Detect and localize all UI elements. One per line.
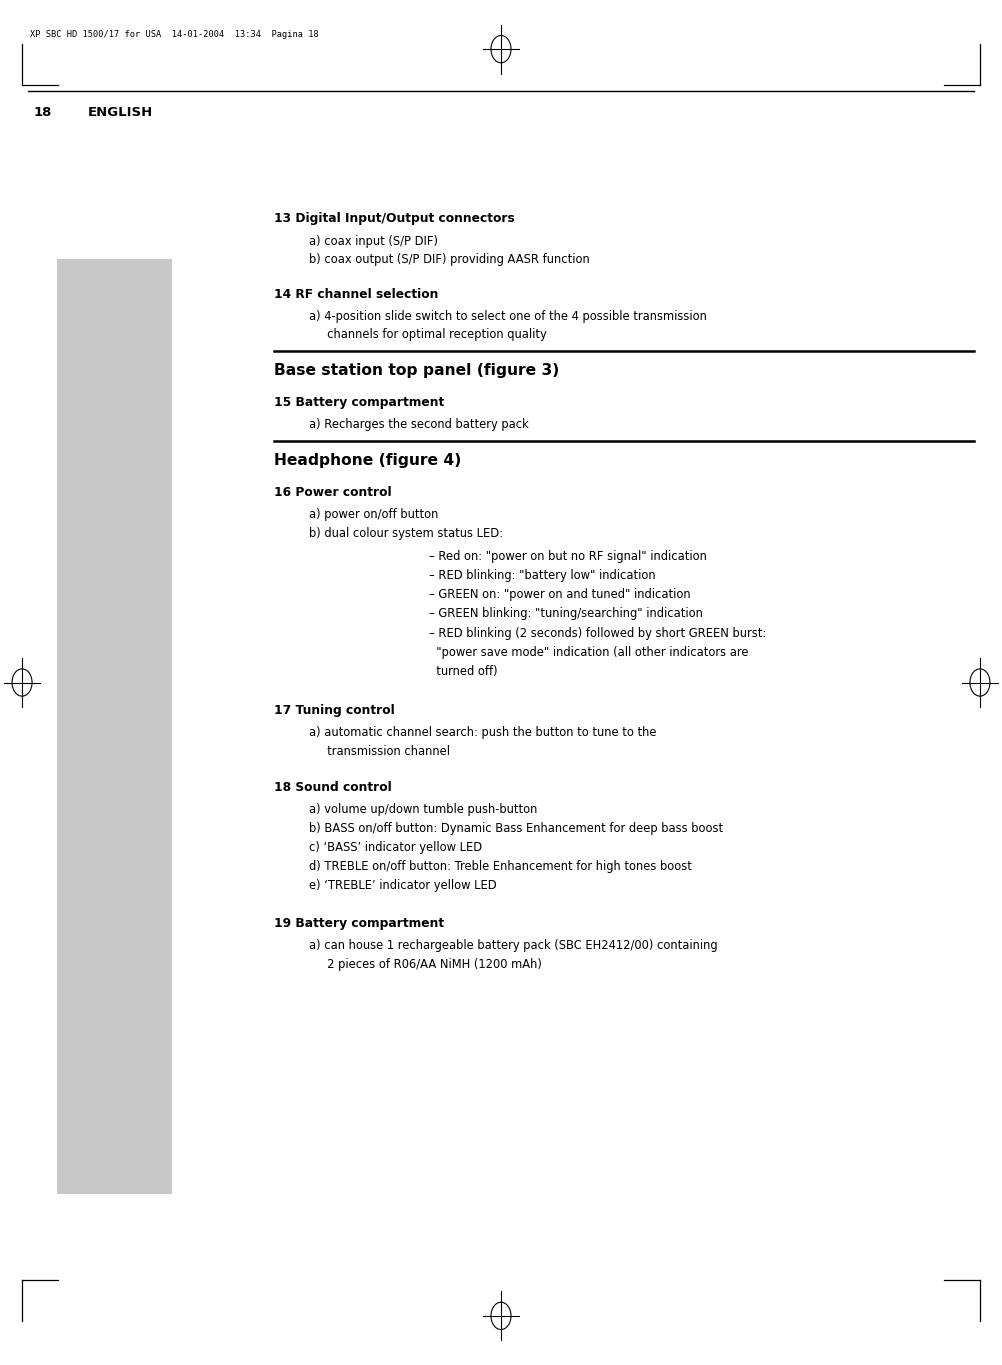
Text: ENGLISH: ENGLISH (88, 106, 153, 120)
Text: – RED blinking: "battery low" indication: – RED blinking: "battery low" indication (429, 569, 655, 583)
Text: "power save mode" indication (all other indicators are: "power save mode" indication (all other … (429, 646, 748, 659)
Text: – Red on: "power on but no RF signal" indication: – Red on: "power on but no RF signal" in… (429, 550, 706, 564)
Text: a) Recharges the second battery pack: a) Recharges the second battery pack (309, 418, 528, 431)
Text: channels for optimal reception quality: channels for optimal reception quality (309, 328, 546, 341)
Text: e) ‘TREBLE’ indicator yellow LED: e) ‘TREBLE’ indicator yellow LED (309, 879, 496, 893)
Text: b) coax output (S/P DIF) providing AASR function: b) coax output (S/P DIF) providing AASR … (309, 253, 589, 266)
Text: a) automatic channel search: push the button to tune to the: a) automatic channel search: push the bu… (309, 726, 656, 740)
Text: – GREEN blinking: "tuning/searching" indication: – GREEN blinking: "tuning/searching" ind… (429, 607, 702, 621)
Text: a) can house 1 rechargeable battery pack (SBC EH2412/00) containing: a) can house 1 rechargeable battery pack… (309, 939, 717, 953)
Text: 16 Power control: 16 Power control (274, 486, 391, 500)
Text: 17 Tuning control: 17 Tuning control (274, 704, 395, 718)
Text: 19 Battery compartment: 19 Battery compartment (274, 917, 444, 931)
Text: d) TREBLE on/off button: Treble Enhancement for high tones boost: d) TREBLE on/off button: Treble Enhancem… (309, 860, 691, 874)
Text: turned off): turned off) (429, 665, 497, 678)
Text: 14 RF channel selection: 14 RF channel selection (274, 288, 438, 302)
Text: – GREEN on: "power on and tuned" indication: – GREEN on: "power on and tuned" indicat… (429, 588, 690, 602)
Text: 15 Battery compartment: 15 Battery compartment (274, 396, 444, 410)
Text: Headphone (figure 4): Headphone (figure 4) (274, 453, 461, 468)
Text: Base station top panel (figure 3): Base station top panel (figure 3) (274, 363, 559, 378)
Text: b) BASS on/off button: Dynamic Bass Enhancement for deep bass boost: b) BASS on/off button: Dynamic Bass Enha… (309, 822, 722, 835)
Text: b) dual colour system status LED:: b) dual colour system status LED: (309, 527, 503, 541)
Text: a) coax input (S/P DIF): a) coax input (S/P DIF) (309, 235, 438, 248)
Text: – RED blinking (2 seconds) followed by short GREEN burst:: – RED blinking (2 seconds) followed by s… (429, 627, 767, 640)
Text: 18 Sound control: 18 Sound control (274, 781, 392, 794)
Text: 18: 18 (33, 106, 51, 120)
Text: transmission channel: transmission channel (309, 745, 450, 759)
Bar (57, 259, 172, 1194)
Text: c) ‘BASS’ indicator yellow LED: c) ‘BASS’ indicator yellow LED (309, 841, 482, 854)
Text: a) 4-position slide switch to select one of the 4 possible transmission: a) 4-position slide switch to select one… (309, 310, 706, 324)
Text: a) volume up/down tumble push-button: a) volume up/down tumble push-button (309, 803, 537, 816)
Text: XP SBC HD 1500/17 for USA  14-01-2004  13:34  Pagina 18: XP SBC HD 1500/17 for USA 14-01-2004 13:… (30, 30, 319, 40)
Text: 2 pieces of R06/AA NiMH (1200 mAh): 2 pieces of R06/AA NiMH (1200 mAh) (309, 958, 541, 972)
Text: 13 Digital Input/Output connectors: 13 Digital Input/Output connectors (274, 212, 514, 225)
Text: a) power on/off button: a) power on/off button (309, 508, 438, 521)
